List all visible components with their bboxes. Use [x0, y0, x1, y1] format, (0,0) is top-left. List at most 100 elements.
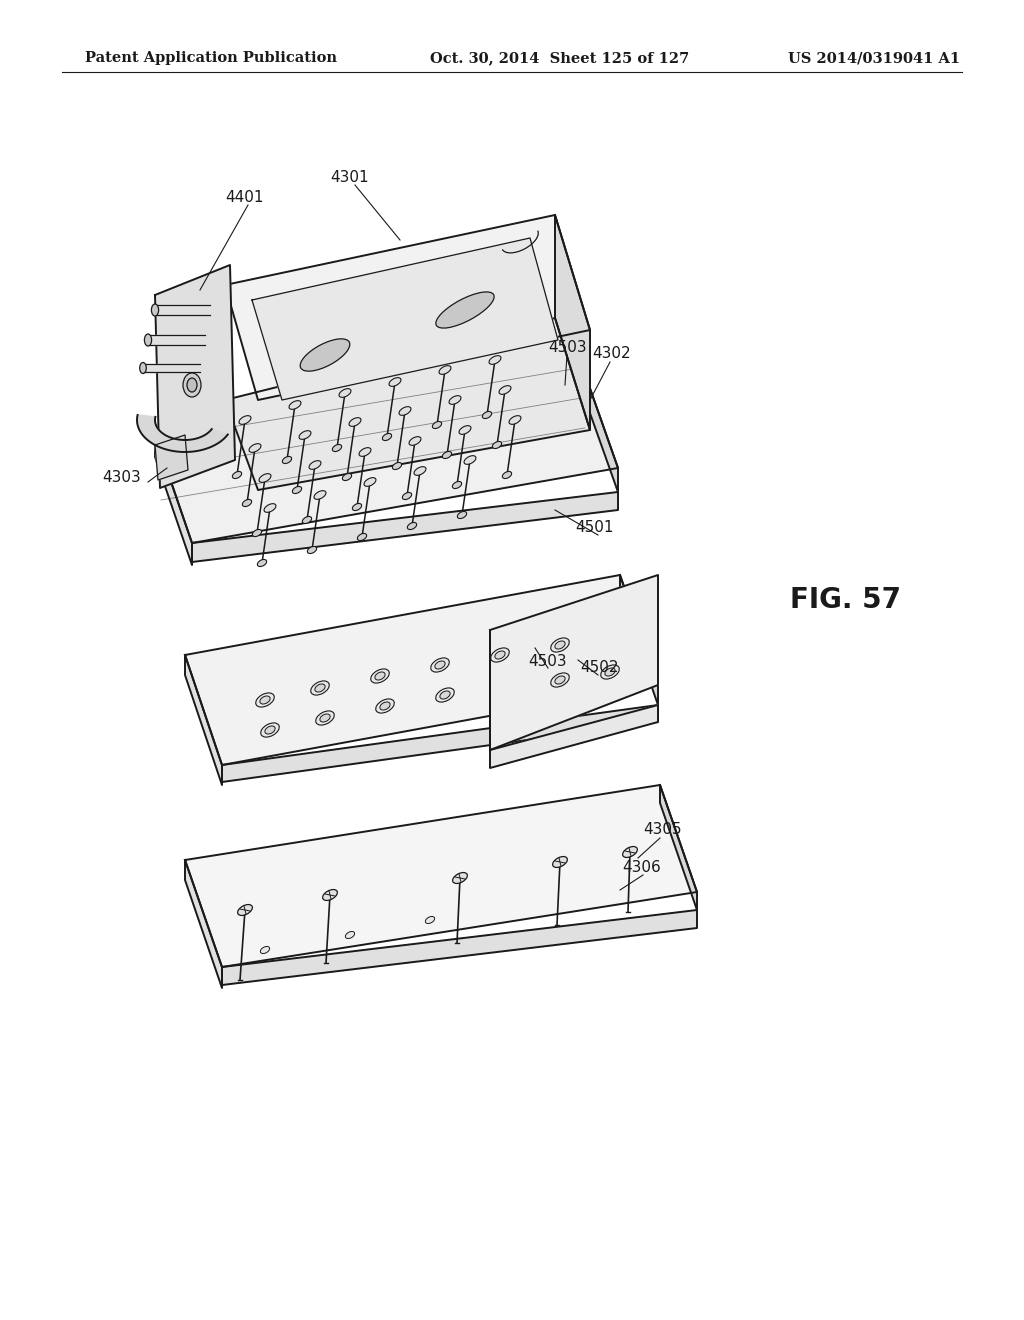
Ellipse shape	[380, 702, 390, 710]
Ellipse shape	[389, 378, 401, 387]
Ellipse shape	[459, 425, 471, 434]
Ellipse shape	[302, 516, 311, 524]
Ellipse shape	[345, 932, 354, 939]
Polygon shape	[225, 318, 590, 490]
Ellipse shape	[382, 433, 391, 441]
Ellipse shape	[243, 499, 252, 507]
Text: 4401: 4401	[225, 190, 263, 206]
Ellipse shape	[261, 723, 280, 737]
Ellipse shape	[319, 714, 330, 722]
Ellipse shape	[283, 457, 292, 463]
Ellipse shape	[493, 441, 502, 449]
Ellipse shape	[436, 292, 495, 329]
Ellipse shape	[425, 916, 434, 924]
Ellipse shape	[409, 437, 421, 445]
Polygon shape	[555, 215, 590, 430]
Ellipse shape	[453, 482, 462, 488]
Ellipse shape	[309, 461, 321, 470]
Ellipse shape	[359, 447, 371, 457]
Polygon shape	[155, 436, 188, 480]
Ellipse shape	[499, 385, 511, 395]
Polygon shape	[185, 655, 222, 785]
Polygon shape	[252, 238, 558, 400]
Ellipse shape	[553, 857, 567, 867]
Polygon shape	[193, 492, 618, 562]
Polygon shape	[155, 265, 234, 488]
Ellipse shape	[431, 657, 450, 672]
Ellipse shape	[307, 546, 316, 553]
Ellipse shape	[239, 416, 251, 424]
Text: 4502: 4502	[580, 660, 618, 675]
Polygon shape	[185, 861, 222, 987]
Ellipse shape	[435, 661, 445, 669]
Polygon shape	[225, 215, 590, 400]
Ellipse shape	[264, 504, 276, 512]
Polygon shape	[490, 576, 658, 750]
Ellipse shape	[256, 693, 274, 708]
Ellipse shape	[482, 412, 492, 418]
Ellipse shape	[300, 339, 350, 371]
Ellipse shape	[187, 378, 197, 392]
Ellipse shape	[555, 642, 565, 649]
Ellipse shape	[252, 529, 262, 536]
Text: 4302: 4302	[592, 346, 631, 362]
Ellipse shape	[371, 669, 389, 682]
Ellipse shape	[333, 445, 342, 451]
Ellipse shape	[349, 417, 361, 426]
Ellipse shape	[442, 451, 452, 458]
Text: 4301: 4301	[330, 170, 369, 186]
Ellipse shape	[605, 668, 615, 676]
Ellipse shape	[289, 401, 301, 409]
Ellipse shape	[357, 533, 367, 540]
Ellipse shape	[399, 407, 411, 416]
Ellipse shape	[453, 873, 467, 883]
Ellipse shape	[489, 355, 501, 364]
Text: FIG. 57: FIG. 57	[790, 586, 901, 614]
Ellipse shape	[392, 462, 401, 470]
Text: US 2014/0319041 A1: US 2014/0319041 A1	[787, 51, 961, 65]
Polygon shape	[185, 576, 658, 766]
Ellipse shape	[458, 511, 467, 519]
Ellipse shape	[260, 946, 269, 953]
Text: 4501: 4501	[575, 520, 613, 535]
Polygon shape	[143, 363, 200, 372]
Text: 4503: 4503	[528, 653, 566, 668]
Ellipse shape	[440, 690, 451, 700]
Polygon shape	[490, 705, 658, 768]
Ellipse shape	[436, 688, 455, 702]
Ellipse shape	[323, 890, 337, 900]
Ellipse shape	[144, 334, 152, 346]
Ellipse shape	[314, 491, 326, 499]
Ellipse shape	[408, 523, 417, 529]
Ellipse shape	[364, 478, 376, 486]
Polygon shape	[185, 785, 697, 968]
Ellipse shape	[376, 698, 394, 713]
Ellipse shape	[490, 648, 509, 663]
Ellipse shape	[339, 388, 351, 397]
Ellipse shape	[293, 487, 302, 494]
Ellipse shape	[551, 638, 569, 652]
Ellipse shape	[414, 467, 426, 475]
Ellipse shape	[299, 430, 311, 440]
Polygon shape	[148, 335, 205, 345]
Ellipse shape	[439, 366, 451, 375]
Ellipse shape	[314, 684, 326, 692]
Text: 4306: 4306	[622, 859, 660, 874]
Ellipse shape	[238, 904, 252, 916]
Ellipse shape	[495, 651, 505, 659]
Ellipse shape	[352, 503, 361, 511]
Ellipse shape	[623, 846, 637, 858]
Polygon shape	[222, 909, 697, 985]
Polygon shape	[620, 576, 658, 705]
Ellipse shape	[432, 421, 441, 429]
Ellipse shape	[257, 560, 266, 566]
Ellipse shape	[265, 726, 275, 734]
Text: 4503: 4503	[548, 339, 587, 355]
Ellipse shape	[509, 416, 521, 424]
Ellipse shape	[260, 696, 270, 704]
Polygon shape	[155, 360, 618, 543]
Polygon shape	[155, 436, 193, 565]
Text: Oct. 30, 2014  Sheet 125 of 127: Oct. 30, 2014 Sheet 125 of 127	[430, 51, 689, 65]
Ellipse shape	[232, 471, 242, 479]
Ellipse shape	[249, 444, 261, 453]
